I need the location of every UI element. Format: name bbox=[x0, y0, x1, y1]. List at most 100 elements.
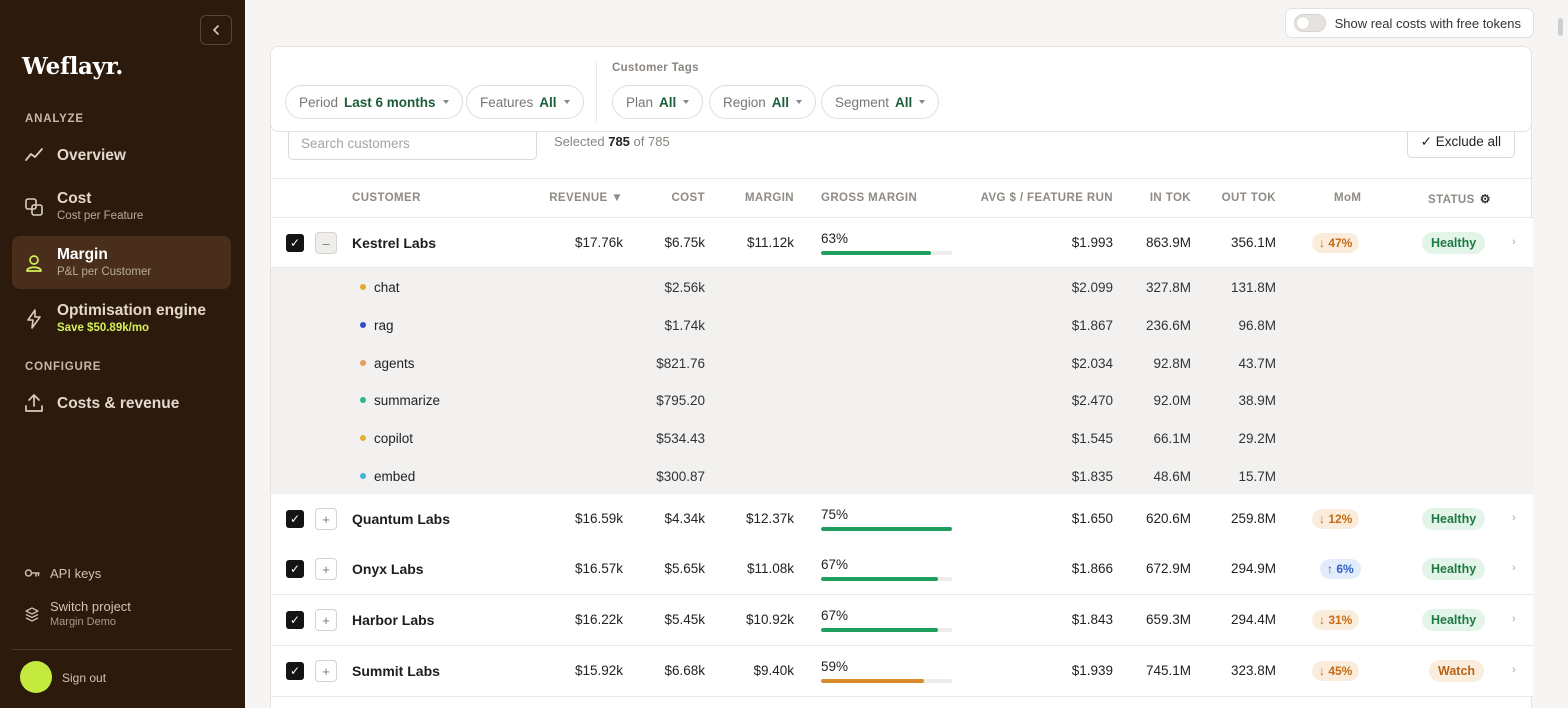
feature-avg: $2.470 bbox=[1071, 393, 1113, 408]
collapse-row-button[interactable]: – bbox=[315, 232, 337, 254]
chevron-right-icon[interactable]: › bbox=[1512, 613, 1516, 625]
margin-value: $11.08k bbox=[746, 561, 794, 576]
margin-value: $9.40k bbox=[753, 663, 794, 678]
free-tokens-toggle[interactable] bbox=[1293, 14, 1326, 32]
feature-name: summarize bbox=[360, 393, 440, 408]
nav-optimisation[interactable]: Optimisation engine Save $50.89k/mo bbox=[12, 294, 231, 344]
avg-feature-run-value: $1.866 bbox=[1071, 561, 1113, 576]
revenue-value: $15.92k bbox=[574, 663, 623, 678]
feature-out-tok: 29.2M bbox=[1238, 431, 1276, 446]
gross-margin-bar bbox=[821, 527, 952, 531]
col-revenue[interactable]: REVENUE ▼ bbox=[549, 192, 623, 204]
feature-breakdown: chat $2.56k $2.099 327.8M 131.8M rag $1.74k $1.… bbox=[271, 268, 1533, 494]
revenue-value: $16.22k bbox=[574, 612, 623, 627]
col-status[interactable]: STATUS ⚙ bbox=[1428, 192, 1491, 206]
layers-icon bbox=[25, 198, 43, 216]
nav-margin[interactable]: Margin P&L per Customer bbox=[12, 236, 231, 289]
gross-margin-bar bbox=[821, 628, 952, 632]
caret-down-icon bbox=[563, 100, 570, 104]
feature-avg: $1.835 bbox=[1071, 469, 1113, 484]
col-mom[interactable]: MoM bbox=[1334, 192, 1362, 204]
table-row[interactable]: ✓ + Onyx Labs $16.57k $5.65k $11.08k 67% $1.866… bbox=[271, 544, 1533, 595]
chevron-right-icon[interactable]: › bbox=[1512, 562, 1516, 574]
scrollbar[interactable] bbox=[1558, 18, 1563, 36]
main-content: Show real costs with free tokens Period … bbox=[245, 0, 1568, 708]
customers-table-card: Selected 785 of 785 ✓ Exclude all CUSTOM… bbox=[270, 118, 1533, 708]
plan-filter-value: All bbox=[659, 94, 677, 110]
col-customer[interactable]: CUSTOMER bbox=[352, 192, 421, 204]
feature-dot-icon bbox=[360, 473, 366, 480]
in-tok-value: 620.6M bbox=[1145, 511, 1191, 526]
row-checkbox[interactable]: ✓ bbox=[286, 234, 304, 252]
configure-section-label: CONFIGURE bbox=[25, 361, 102, 373]
chevron-right-icon[interactable]: › bbox=[1512, 512, 1516, 524]
nav-cost[interactable]: Cost Cost per Feature bbox=[12, 182, 231, 230]
avatar[interactable] bbox=[20, 661, 52, 693]
period-filter[interactable]: Period Last 6 months bbox=[285, 85, 463, 119]
feature-dot-icon bbox=[360, 360, 366, 367]
feature-name: chat bbox=[360, 280, 400, 295]
feature-in-tok: 92.0M bbox=[1153, 393, 1191, 408]
col-cost[interactable]: COST bbox=[671, 192, 705, 204]
expand-row-button[interactable]: + bbox=[315, 609, 337, 631]
plan-filter[interactable]: Plan All bbox=[612, 85, 704, 119]
free-tokens-toggle-chip[interactable]: Show real costs with free tokens bbox=[1284, 8, 1534, 38]
feature-row: copilot $534.43 $1.545 66.1M 29.2M bbox=[271, 419, 1533, 457]
expand-row-button[interactable]: + bbox=[315, 508, 337, 530]
row-checkbox[interactable]: ✓ bbox=[286, 611, 304, 629]
row-checkbox[interactable]: ✓ bbox=[286, 510, 304, 528]
table-row[interactable]: ✓ + Quantum Labs $16.59k $4.34k $12.37k 75% $1.… bbox=[271, 494, 1533, 545]
expand-row-button[interactable]: + bbox=[315, 660, 337, 682]
in-tok-value: 672.9M bbox=[1145, 561, 1191, 576]
margin-value: $10.92k bbox=[745, 612, 794, 627]
table-row[interactable]: ✓ – Kestrel Labs $17.76k $6.75k $11.12k … bbox=[271, 218, 1533, 268]
feature-avg: $1.545 bbox=[1071, 431, 1113, 446]
col-in-tok[interactable]: IN TOK bbox=[1149, 192, 1191, 204]
feature-cost: $2.56k bbox=[664, 280, 705, 295]
mom-badge: ↓ 12% bbox=[1312, 509, 1360, 529]
col-status-label: STATUS bbox=[1428, 194, 1475, 206]
table-row[interactable]: ✓ + Harbor Labs $16.22k $5.45k $10.92k 67% $1.8… bbox=[271, 595, 1533, 646]
feature-label: summarize bbox=[374, 393, 441, 408]
nav-costs-revenue[interactable]: Costs & revenue bbox=[12, 384, 231, 424]
period-filter-label: Period bbox=[299, 94, 339, 110]
feature-row: summarize $795.20 $2.470 92.0M 38.9M bbox=[271, 381, 1533, 419]
collapse-sidebar-button[interactable] bbox=[200, 15, 232, 45]
feature-out-tok: 15.7M bbox=[1238, 469, 1276, 484]
col-avg-feature-run[interactable]: AVG $ / FEATURE RUN bbox=[980, 192, 1113, 204]
feature-cost: $534.43 bbox=[656, 431, 705, 446]
gross-margin-value: 67% bbox=[821, 608, 849, 623]
region-filter[interactable]: Region All bbox=[709, 85, 817, 119]
margin-value: $12.37k bbox=[745, 511, 794, 526]
feature-cost: $1.74k bbox=[664, 318, 705, 333]
chevron-right-icon[interactable]: › bbox=[1512, 664, 1516, 676]
expand-row-button[interactable]: + bbox=[315, 558, 337, 580]
feature-dot-icon bbox=[360, 435, 366, 442]
region-filter-value: All bbox=[771, 94, 790, 110]
feature-in-tok: 92.8M bbox=[1153, 356, 1191, 371]
sign-out-link[interactable]: Sign out bbox=[62, 671, 107, 685]
gross-margin-bar bbox=[821, 251, 952, 255]
switch-project-button[interactable]: Switch project Margin Demo bbox=[24, 599, 131, 628]
col-margin[interactable]: MARGIN bbox=[744, 192, 794, 204]
feature-label: embed bbox=[374, 469, 416, 484]
free-tokens-toggle-label: Show real costs with free tokens bbox=[1334, 15, 1521, 31]
feature-out-tok: 96.8M bbox=[1238, 318, 1276, 333]
gear-icon[interactable]: ⚙ bbox=[1479, 192, 1491, 206]
nav-margin-sub: P&L per Customer bbox=[57, 266, 152, 278]
col-gross-margin[interactable]: GROSS MARGIN bbox=[821, 192, 918, 204]
api-keys-link[interactable]: API keys bbox=[24, 565, 101, 581]
feature-row: embed $300.87 $1.835 48.6M 15.7M bbox=[271, 457, 1533, 495]
col-out-tok[interactable]: OUT TOK bbox=[1221, 192, 1276, 204]
row-checkbox[interactable]: ✓ bbox=[286, 662, 304, 680]
gross-margin-bar-fill bbox=[821, 628, 938, 632]
nav-optimisation-label: Optimisation engine bbox=[57, 302, 206, 319]
segment-filter[interactable]: Segment All bbox=[821, 85, 940, 119]
nav-overview[interactable]: Overview bbox=[12, 136, 231, 176]
chevron-right-icon[interactable]: › bbox=[1512, 236, 1516, 248]
features-filter[interactable]: Features All bbox=[466, 85, 584, 119]
gross-margin-bar bbox=[821, 577, 952, 581]
row-checkbox[interactable]: ✓ bbox=[286, 560, 304, 578]
feature-in-tok: 327.8M bbox=[1145, 280, 1191, 295]
table-row[interactable]: ✓ + Summit Labs $15.92k $6.68k $9.40k 59% $1.93… bbox=[271, 646, 1533, 697]
